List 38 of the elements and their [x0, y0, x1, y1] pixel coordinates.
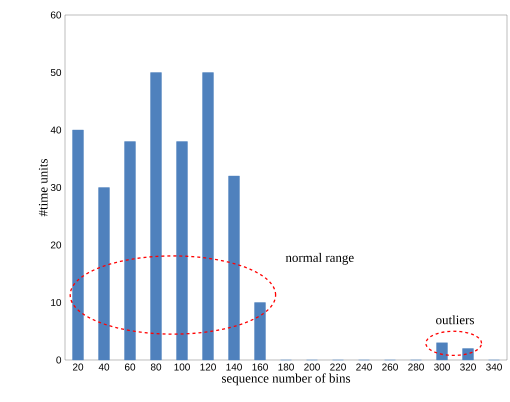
- bar: [72, 130, 84, 360]
- x-tick-label: 240: [356, 364, 372, 371]
- x-tick-label: 120: [200, 364, 216, 371]
- x-axis-title: sequence number of bins: [222, 373, 350, 386]
- x-tick-label: 280: [408, 364, 424, 371]
- y-axis-title: #time units: [38, 159, 48, 216]
- bar: [124, 141, 136, 360]
- y-tick-label: 10: [51, 298, 62, 306]
- x-tick-label: 180: [278, 364, 294, 371]
- bar: [150, 72, 162, 360]
- x-tick-label: 160: [252, 364, 268, 371]
- x-tick-label: 80: [150, 364, 162, 371]
- annotation: outliers: [436, 315, 474, 324]
- bar: [176, 141, 188, 360]
- x-tick-label: 260: [382, 364, 398, 371]
- bar: [202, 72, 214, 360]
- y-tick-label: 20: [50, 241, 62, 249]
- bar: [254, 302, 266, 360]
- x-tick-label: 60: [124, 364, 136, 371]
- y-tick-label: 60: [50, 11, 62, 19]
- bar: [228, 176, 240, 360]
- bar: [436, 342, 448, 360]
- y-tick-label: 0: [56, 356, 62, 364]
- x-tick-label: 300: [434, 364, 450, 371]
- annotation: normal range: [286, 252, 354, 265]
- x-tick-label: 140: [226, 364, 242, 371]
- x-tick-label: 20: [72, 364, 84, 371]
- y-tick-label: 50: [50, 68, 62, 76]
- x-tick-label: 100: [174, 364, 190, 371]
- x-tick-label: 40: [98, 364, 110, 371]
- x-tick-label: 220: [330, 364, 346, 371]
- x-tick-label: 320: [460, 364, 476, 371]
- y-tick-label: 40: [50, 126, 62, 134]
- bar: [98, 187, 110, 360]
- x-tick-label: 200: [304, 364, 320, 371]
- x-tick-label: 340: [486, 364, 502, 371]
- y-tick-label: 30: [50, 184, 62, 192]
- bar: [462, 348, 474, 360]
